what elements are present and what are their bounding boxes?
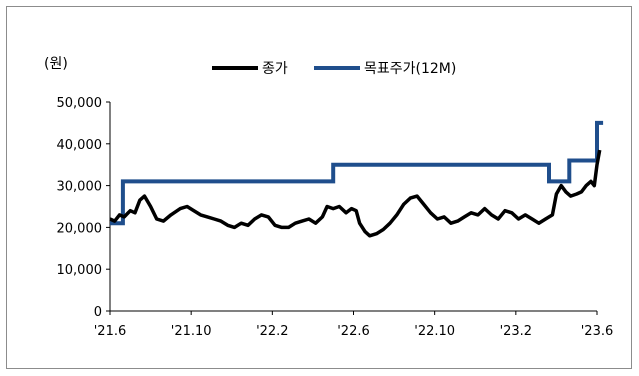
legend: 종가 목표주가(12M)	[212, 61, 456, 77]
legend-label-target: 목표주가(12M)	[364, 61, 456, 77]
target-price-line	[110, 120, 604, 226]
x-tick-label: '21.6	[94, 324, 127, 339]
legend-label-close: 종가	[262, 61, 288, 77]
x-tick-label: '22.6	[337, 324, 370, 339]
y-tick-label: 30,000	[57, 180, 103, 195]
y-tick-label: 0	[94, 305, 102, 320]
y-unit-label: (원)	[44, 56, 68, 72]
y-tick-label: 20,000	[57, 221, 103, 236]
y-tick-label: 10,000	[57, 263, 103, 278]
x-tick-label: '23.6	[581, 324, 614, 339]
series-lines	[109, 120, 604, 238]
y-tick-label: 50,000	[57, 96, 103, 111]
x-tick-label: '22.10	[414, 324, 455, 339]
x-tick-label: '23.2	[500, 324, 533, 339]
y-tick-label: 40,000	[57, 138, 103, 153]
close-price-line	[109, 149, 602, 238]
x-axis: '21.6 '21.10 '22.2 '22.6 '22.10 '23.2 '23.6	[94, 310, 614, 339]
y-axis: 0 10,000 20,000 30,000 40,000 50,000	[57, 96, 111, 320]
x-tick-label: '22.2	[256, 324, 289, 339]
x-tick-label: '21.10	[171, 324, 212, 339]
